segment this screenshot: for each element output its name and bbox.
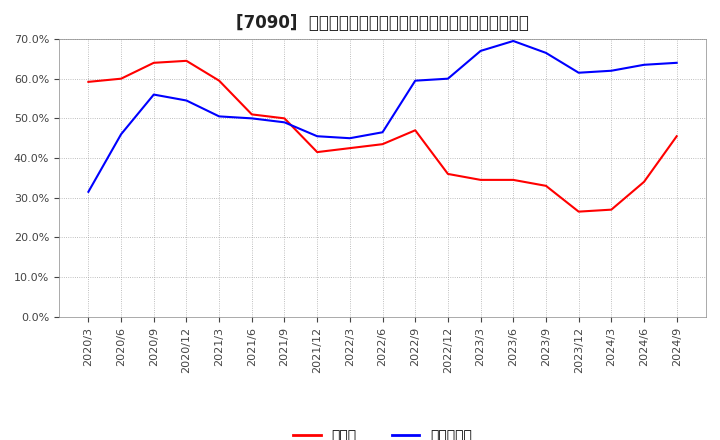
Title: [7090]  現預金、有利子負債の総資産に対する比率の推移: [7090] 現預金、有利子負債の総資産に対する比率の推移	[236, 14, 529, 32]
Legend: 現預金, 有利子負債: 現預金, 有利子負債	[287, 424, 478, 440]
